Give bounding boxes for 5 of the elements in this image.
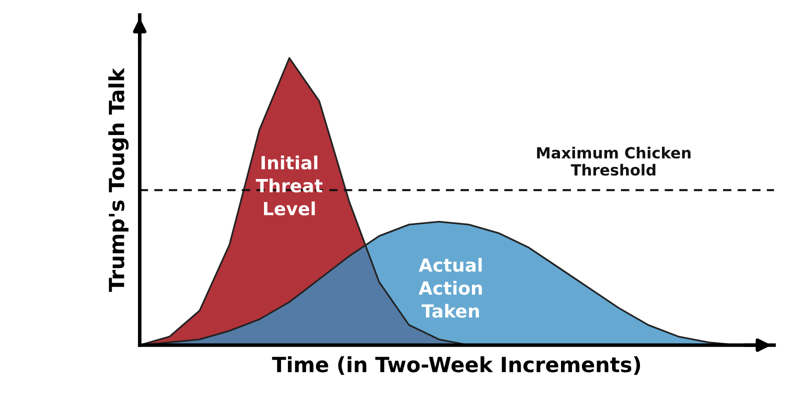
ref-line-label: Maximum Chicken Threshold (537, 146, 691, 176)
y-axis-title: Trump's Tough Talk (108, 68, 129, 292)
x-axis-title: Time (in Two-Week Increments) (272, 356, 640, 375)
series-label: Initial Threat Level (256, 156, 322, 216)
series-label: Actual Action Taken (418, 258, 482, 318)
